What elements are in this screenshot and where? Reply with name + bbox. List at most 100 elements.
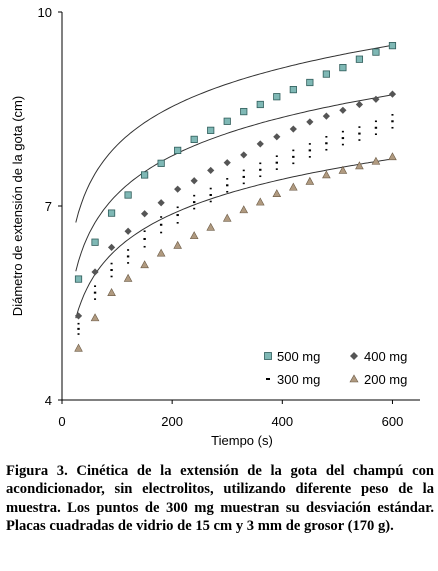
error-top-300mg (77, 322, 80, 325)
error-top-300mg (325, 136, 328, 138)
error-top-300mg (110, 262, 113, 265)
y-tick-label: 10 (38, 5, 52, 20)
axes (61, 12, 420, 401)
point-400mg (273, 133, 281, 141)
legend-entry-500mg: 500 mg (264, 349, 320, 364)
point-500mg (74, 275, 83, 283)
point-300mg (209, 194, 212, 197)
point-400mg (289, 125, 297, 133)
point-300mg (93, 291, 97, 294)
point-400mg (74, 312, 83, 320)
error-top-300mg (209, 187, 212, 190)
point-400mg (124, 227, 132, 235)
legend-marker-200mg (349, 374, 359, 383)
point-200mg (272, 189, 282, 198)
point-500mg (91, 238, 99, 246)
point-300mg (143, 237, 146, 240)
error-top-300mg (176, 206, 179, 209)
point-300mg (275, 161, 278, 164)
point-200mg (239, 205, 249, 214)
point-500mg (141, 171, 149, 179)
legend-entry-300mg: 300 mg (266, 372, 320, 387)
point-200mg (173, 240, 182, 249)
error-top-300mg (308, 143, 311, 145)
spreading-kinetics-chart: 0 200 400 600 4 7 10 Tiempo (s) Diámetro de ex… (10, 5, 420, 448)
axis-ticks: 0 200 400 600 4 7 10 (38, 5, 404, 429)
fit-curve-400mg (75, 93, 396, 272)
point-300mg (192, 201, 196, 204)
legend-label-300mg: 300 mg (277, 372, 320, 387)
point-200mg (289, 182, 298, 191)
point-500mg (388, 42, 397, 50)
point-300mg (325, 142, 328, 145)
point-300mg (341, 137, 345, 140)
legend-entry-400mg: 400 mg (350, 349, 407, 364)
point-300mg (110, 269, 113, 272)
x-tick-label: 400 (271, 414, 293, 429)
error-bottom-300mg (325, 148, 328, 151)
fit-curves (75, 44, 396, 319)
error-top-300mg (374, 120, 377, 123)
x-tick-label: 600 (382, 414, 404, 429)
point-300mg (159, 223, 163, 226)
legend-marker-400mg (350, 352, 358, 360)
error-bottom-300mg (209, 200, 212, 203)
legend: 500 mg 400 mg 300 mg 200 mg (264, 349, 407, 387)
point-500mg (322, 70, 330, 78)
error-top-300mg (391, 114, 394, 116)
point-200mg (123, 273, 133, 282)
point-500mg (289, 86, 297, 94)
error-bottom-300mg (275, 168, 278, 170)
point-200mg (140, 260, 149, 269)
legend-label-400mg: 400 mg (364, 349, 407, 364)
error-top-300mg (358, 126, 361, 128)
legend-marker-500mg (264, 352, 272, 360)
fit-curve-200mg (75, 158, 396, 319)
point-200mg (206, 222, 216, 231)
point-200mg (338, 165, 348, 174)
error-bottom-300mg (341, 143, 344, 146)
data-points (74, 42, 397, 352)
error-top-300mg (242, 169, 245, 172)
y-tick-label: 4 (45, 393, 52, 408)
point-300mg (308, 149, 312, 152)
error-top-300mg (275, 155, 278, 158)
point-400mg (355, 100, 364, 109)
y-tick-label: 7 (45, 199, 52, 214)
point-400mg (223, 159, 231, 167)
point-300mg (374, 126, 378, 129)
point-500mg (190, 135, 198, 143)
point-200mg (371, 156, 381, 165)
error-bottom-300mg (143, 245, 146, 248)
point-500mg (223, 117, 231, 125)
point-300mg (226, 184, 229, 187)
point-400mg (141, 210, 149, 218)
point-300mg (176, 214, 179, 217)
point-200mg (90, 313, 100, 322)
point-400mg (157, 199, 165, 207)
error-top-300mg (127, 249, 130, 251)
legend-entry-200mg: 200 mg (349, 372, 407, 387)
error-top-300mg (94, 285, 97, 287)
legend-marker-300mg (266, 378, 270, 380)
error-bottom-300mg (259, 175, 262, 178)
error-bottom-300mg (110, 275, 113, 278)
point-400mg (256, 140, 264, 148)
error-top-300mg (193, 194, 196, 197)
point-200mg (74, 343, 83, 352)
point-400mg (388, 90, 397, 98)
point-500mg (207, 126, 215, 134)
error-bottom-300mg (391, 126, 394, 129)
point-500mg (256, 100, 264, 109)
error-bottom-300mg (160, 231, 163, 234)
point-200mg (255, 197, 265, 206)
point-400mg (372, 95, 380, 103)
point-200mg (388, 152, 397, 161)
point-400mg (107, 243, 116, 251)
x-axis-title: Tiempo (s) (211, 433, 273, 448)
point-400mg (339, 106, 347, 114)
point-200mg (156, 248, 166, 257)
point-200mg (305, 176, 315, 185)
point-500mg (306, 78, 314, 87)
error-top-300mg (143, 230, 146, 233)
